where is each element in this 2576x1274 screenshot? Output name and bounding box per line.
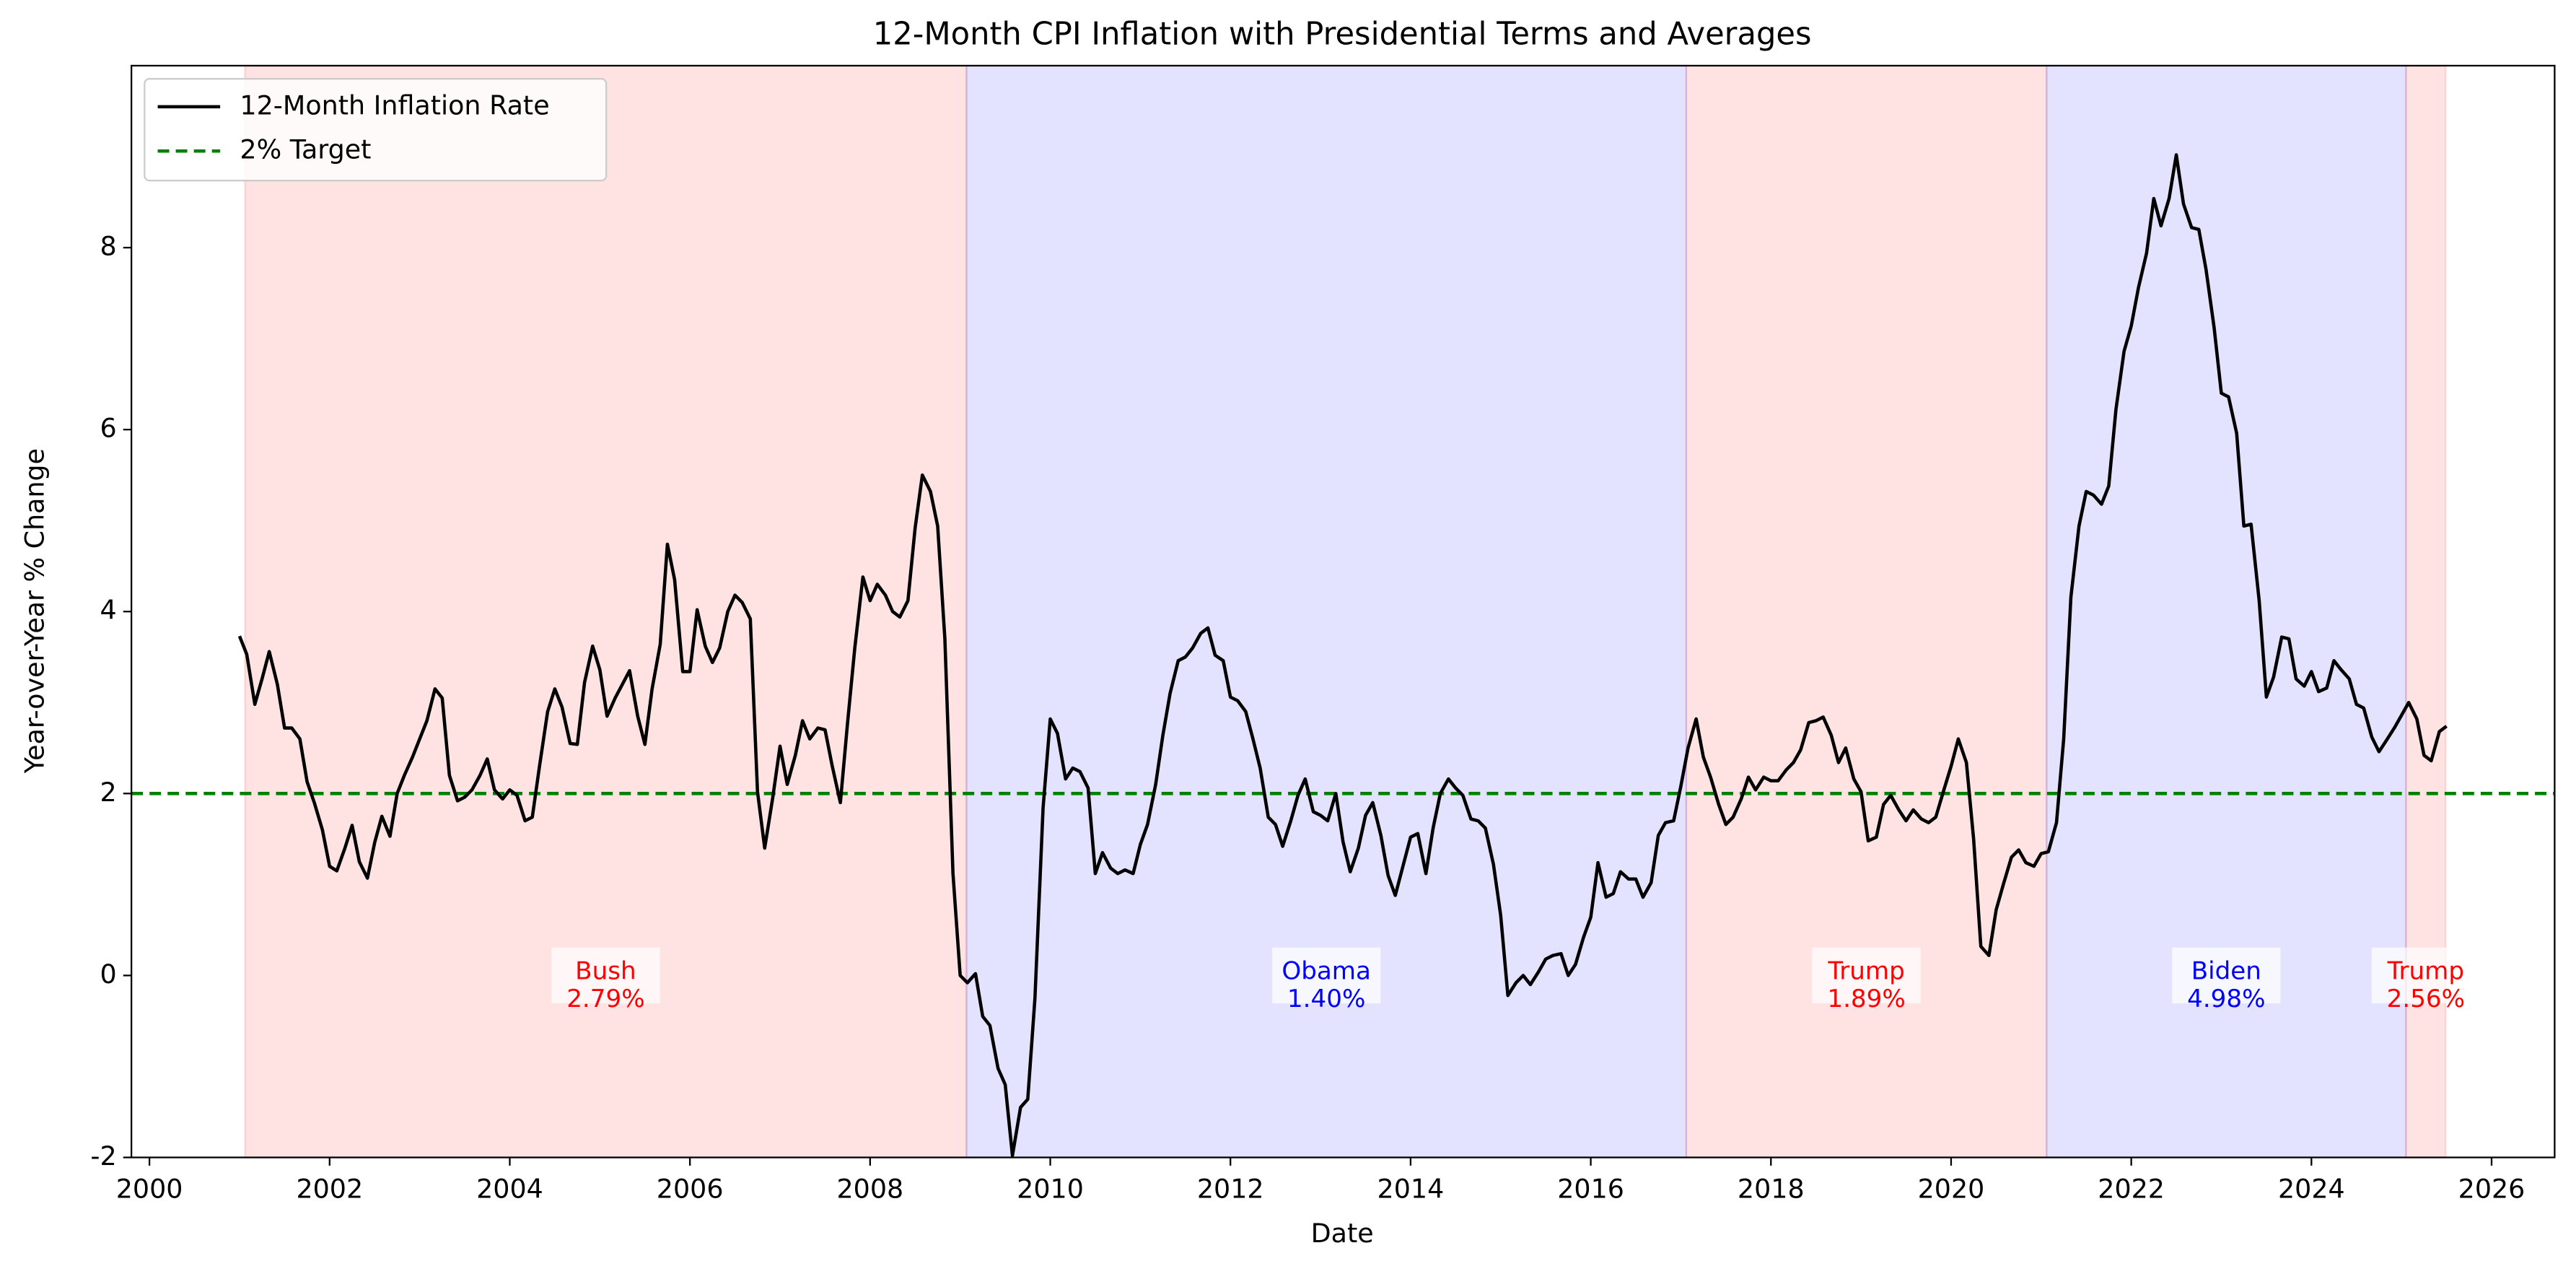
x-tick-label: 2004 xyxy=(476,1174,543,1205)
x-tick-label: 2020 xyxy=(1918,1174,1985,1205)
term-label-box xyxy=(1812,947,1921,1004)
term-label-box xyxy=(1272,947,1381,1004)
y-tick-label: 4 xyxy=(100,595,116,626)
legend-label: 12-Month Inflation Rate xyxy=(240,90,549,121)
x-tick-label: 2024 xyxy=(2278,1174,2345,1205)
term-average: 2.79% xyxy=(566,985,644,1013)
legend-label: 2% Target xyxy=(240,134,371,165)
x-axis-label: Date xyxy=(1311,1218,1374,1249)
y-tick-label: 2 xyxy=(100,777,116,808)
legend: 12-Month Inflation Rate 2% Target xyxy=(144,78,608,182)
x-tick-label: 2010 xyxy=(1017,1174,1084,1205)
term-label-box xyxy=(551,947,660,1004)
y-tick-label: 0 xyxy=(100,959,116,990)
y-axis-label: Year-over-Year % Change xyxy=(19,448,51,774)
x-tick-label: 2014 xyxy=(1377,1174,1445,1205)
term-label-box xyxy=(2371,947,2481,1004)
chart-title: 12-Month CPI Inflation with Presidential… xyxy=(873,17,1812,53)
y-tick-label: 6 xyxy=(100,413,116,444)
inflation-line xyxy=(237,153,2448,1158)
x-tick-label: 2018 xyxy=(1738,1174,1805,1205)
term-average: 1.40% xyxy=(1287,985,1365,1013)
plot-frame xyxy=(131,64,2556,1159)
legend-box xyxy=(144,78,608,182)
term-name: Trump xyxy=(1827,956,1904,985)
term-name: Bush xyxy=(575,956,636,985)
x-tick-label: 2016 xyxy=(1557,1174,1624,1205)
x-tick-label: 2012 xyxy=(1197,1174,1264,1205)
x-tick-label: 2000 xyxy=(116,1174,183,1205)
x-tick-label: 2008 xyxy=(836,1174,903,1205)
term-name: Biden xyxy=(2191,956,2261,985)
y-tick-label: 8 xyxy=(100,231,116,262)
term-average: 4.98% xyxy=(2187,985,2265,1013)
x-tick-label: 2006 xyxy=(657,1174,724,1205)
term-average: 2.56% xyxy=(2387,985,2465,1013)
term-label-box xyxy=(2172,947,2281,1004)
term-name: Trump xyxy=(2387,956,2464,985)
term-average: 1.89% xyxy=(1827,985,1905,1013)
x-tick-label: 2026 xyxy=(2458,1174,2525,1205)
term-name: Obama xyxy=(1282,956,1371,985)
x-tick-label: 2022 xyxy=(2098,1174,2165,1205)
x-tick-label: 2002 xyxy=(296,1174,363,1205)
y-tick-label: -2 xyxy=(90,1140,116,1172)
